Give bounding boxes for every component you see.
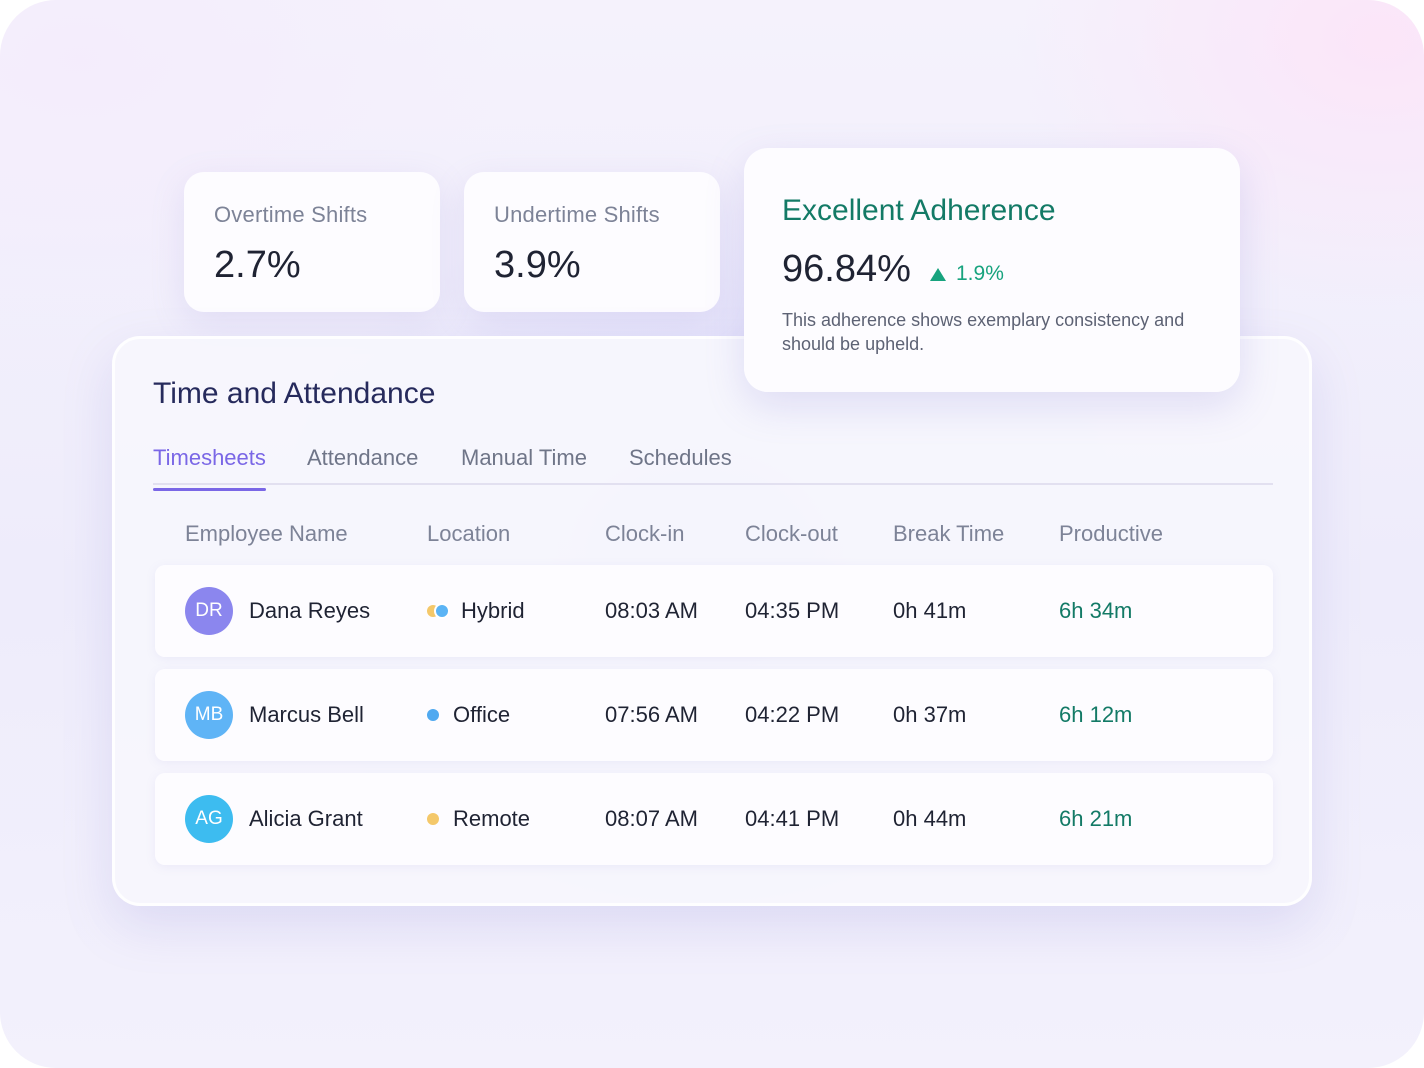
employee-name: Marcus Bell <box>249 702 364 727</box>
employee-name: Alicia Grant <box>249 806 363 831</box>
office-location-dot-icon <box>427 709 439 721</box>
location-cell: Hybrid <box>427 598 525 624</box>
column-header-employee-name: Employee Name <box>185 521 348 546</box>
undertime-shifts-card: Undertime Shifts 3.9% <box>464 172 720 312</box>
avatar: DR <box>185 587 233 635</box>
undertime-shifts-label: Undertime Shifts <box>494 202 660 227</box>
tab-timesheets[interactable]: Timesheets <box>153 445 266 491</box>
remote-location-dot-icon <box>427 813 439 825</box>
table-row[interactable]: MB Marcus Bell Office 07:56 AM 04:22 PM … <box>155 669 1273 761</box>
column-header-break-time: Break Time <box>893 521 1005 546</box>
clock-in-time: 08:07 AM <box>605 806 698 831</box>
adherence-trend-value: 1.9% <box>956 262 1004 285</box>
break-time: 0h 37m <box>893 702 967 727</box>
clock-out-time: 04:35 PM <box>745 598 840 623</box>
tab-schedules[interactable]: Schedules <box>629 445 732 470</box>
location-cell: Office <box>427 702 510 728</box>
adherence-trend: 1.9% <box>930 262 1004 286</box>
break-time: 0h 44m <box>893 806 967 831</box>
column-header-clock-in: Clock-in <box>605 521 685 546</box>
column-header-clock-out: Clock-out <box>745 521 838 546</box>
panel-title: Time and Attendance <box>153 377 436 410</box>
productive-time: 6h 12m <box>1059 702 1133 727</box>
adherence-card: Excellent Adherence 96.84% 1.9% This adh… <box>744 148 1240 392</box>
adherence-description: This adherence shows exemplary consisten… <box>782 310 1185 354</box>
location-label: Hybrid <box>461 598 525 623</box>
productive-time: 6h 21m <box>1059 806 1133 831</box>
overtime-shifts-label: Overtime Shifts <box>214 202 368 227</box>
clock-in-time: 08:03 AM <box>605 598 698 623</box>
location-label: Remote <box>453 806 531 831</box>
break-time: 0h 41m <box>893 598 967 623</box>
employee-name: Dana Reyes <box>249 598 371 623</box>
column-header-location: Location <box>427 521 511 546</box>
undertime-shifts-value: 3.9% <box>494 244 581 286</box>
location-cell: Remote <box>427 806 530 832</box>
clock-out-time: 04:22 PM <box>745 702 840 727</box>
column-header-productive: Productive <box>1059 521 1163 546</box>
tab-manual-time[interactable]: Manual Time <box>461 445 587 470</box>
triangle-up-icon <box>930 267 946 281</box>
time-attendance-panel: Time and Attendance Timesheets Attendanc… <box>112 336 1312 906</box>
adherence-title: Excellent Adherence <box>782 194 1056 227</box>
location-label: Office <box>453 702 511 727</box>
productive-time: 6h 34m <box>1059 598 1133 623</box>
avatar: MB <box>185 691 233 739</box>
table-row[interactable]: DR Dana Reyes Hybrid 08:03 AM 04:35 PM 0… <box>155 565 1273 657</box>
adherence-value: 96.84% <box>782 248 911 290</box>
hybrid-location-icon <box>427 603 450 619</box>
overtime-shifts-card: Overtime Shifts 2.7% <box>184 172 440 312</box>
tab-bar: Timesheets Attendance Manual Time Schedu… <box>153 441 1273 491</box>
clock-out-time: 04:41 PM <box>745 806 840 831</box>
clock-in-time: 07:56 AM <box>605 702 698 727</box>
table-row[interactable]: AG Alicia Grant Remote 08:07 AM 04:41 PM… <box>155 773 1273 865</box>
tab-attendance[interactable]: Attendance <box>307 445 419 470</box>
avatar: AG <box>185 795 233 843</box>
overtime-shifts-value: 2.7% <box>214 244 301 286</box>
